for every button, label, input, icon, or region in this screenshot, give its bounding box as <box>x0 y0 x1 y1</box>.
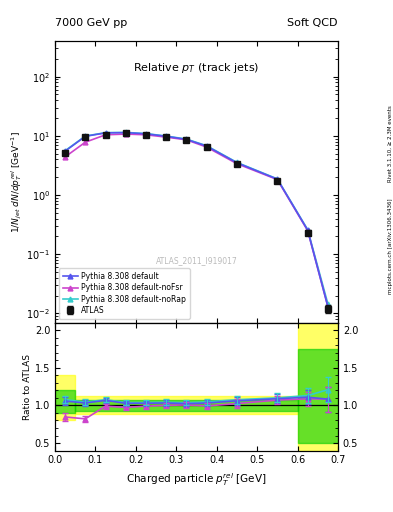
Pythia 8.308 default-noFsr <box>143 132 148 138</box>
Pythia 8.308 default <box>275 176 280 182</box>
Pythia 8.308 default-noFsr <box>164 134 169 140</box>
Legend: Pythia 8.308 default, Pythia 8.308 default-noFsr, Pythia 8.308 default-noRap, AT: Pythia 8.308 default, Pythia 8.308 defau… <box>59 268 190 319</box>
Bar <box>298 323 338 451</box>
Text: Rivet 3.1.10, ≥ 2.3M events: Rivet 3.1.10, ≥ 2.3M events <box>388 105 393 182</box>
Pythia 8.308 default <box>83 133 88 139</box>
Bar <box>75 400 298 411</box>
Pythia 8.308 default-noFsr <box>305 227 310 233</box>
Pythia 8.308 default-noRap <box>275 176 280 182</box>
Pythia 8.308 default-noFsr <box>103 132 108 138</box>
Text: mcplots.cern.ch [arXiv:1306.3436]: mcplots.cern.ch [arXiv:1306.3436] <box>388 198 393 293</box>
Pythia 8.308 default <box>305 227 310 233</box>
Line: Pythia 8.308 default-noFsr: Pythia 8.308 default-noFsr <box>63 132 330 309</box>
Pythia 8.308 default-noFsr <box>325 304 330 310</box>
Pythia 8.308 default-noFsr <box>235 161 239 167</box>
Pythia 8.308 default <box>184 136 189 142</box>
Bar <box>298 349 338 443</box>
Pythia 8.308 default <box>63 148 68 154</box>
Pythia 8.308 default <box>123 130 128 136</box>
Pythia 8.308 default-noRap <box>184 136 189 142</box>
Pythia 8.308 default <box>204 143 209 149</box>
Text: Relative $p_{T}$ (track jets): Relative $p_{T}$ (track jets) <box>133 60 260 75</box>
Pythia 8.308 default-noFsr <box>123 131 128 137</box>
Y-axis label: $1/N_{jet}$ $dN/dp_{T}^{rel}$ [GeV$^{-1}$]: $1/N_{jet}$ $dN/dp_{T}^{rel}$ [GeV$^{-1}… <box>9 131 24 232</box>
Bar <box>55 390 75 413</box>
Pythia 8.308 default-noRap <box>103 130 108 136</box>
Pythia 8.308 default-noFsr <box>184 137 189 143</box>
Pythia 8.308 default <box>103 130 108 136</box>
Pythia 8.308 default-noRap <box>63 147 68 154</box>
Bar <box>55 375 75 420</box>
Pythia 8.308 default-noRap <box>235 159 239 165</box>
Pythia 8.308 default <box>164 133 169 139</box>
Pythia 8.308 default-noRap <box>83 133 88 139</box>
Pythia 8.308 default-noRap <box>305 226 310 232</box>
Text: 7000 GeV pp: 7000 GeV pp <box>55 18 127 28</box>
Pythia 8.308 default-noRap <box>325 301 330 307</box>
Bar <box>75 396 298 414</box>
Y-axis label: Ratio to ATLAS: Ratio to ATLAS <box>23 354 32 419</box>
Pythia 8.308 default-noFsr <box>63 154 68 160</box>
Pythia 8.308 default <box>235 160 239 166</box>
Pythia 8.308 default-noFsr <box>83 139 88 145</box>
Pythia 8.308 default <box>143 131 148 137</box>
Pythia 8.308 default-noRap <box>204 143 209 149</box>
Line: Pythia 8.308 default-noRap: Pythia 8.308 default-noRap <box>63 130 330 306</box>
Pythia 8.308 default-noRap <box>164 133 169 139</box>
Line: Pythia 8.308 default: Pythia 8.308 default <box>63 130 330 309</box>
Text: ATLAS_2011_I919017: ATLAS_2011_I919017 <box>156 256 237 265</box>
Pythia 8.308 default-noFsr <box>275 177 280 183</box>
Pythia 8.308 default <box>325 304 330 310</box>
Pythia 8.308 default-noRap <box>143 131 148 137</box>
Text: Soft QCD: Soft QCD <box>288 18 338 28</box>
Pythia 8.308 default-noRap <box>123 130 128 136</box>
Pythia 8.308 default-noFsr <box>204 144 209 150</box>
X-axis label: Charged particle $p_{T}^{rel}$ [GeV]: Charged particle $p_{T}^{rel}$ [GeV] <box>126 471 267 488</box>
